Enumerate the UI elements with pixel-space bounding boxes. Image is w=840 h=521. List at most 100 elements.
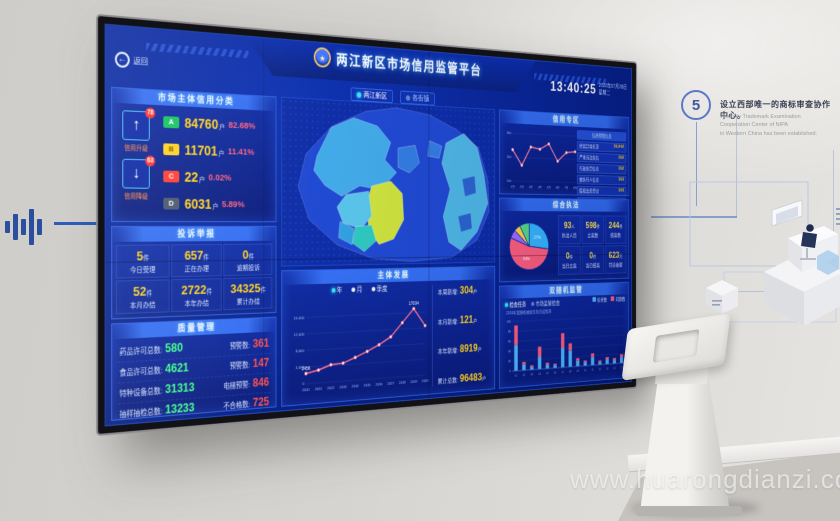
- svg-text:2013: 2013: [340, 384, 348, 389]
- quality-total: 31313: [165, 380, 195, 397]
- waveform-icon: [5, 206, 51, 248]
- complaint-unit: 件: [206, 288, 213, 296]
- credit-class-row: C 22 户 0.02%: [160, 163, 273, 192]
- svg-text:01: 01: [515, 374, 518, 378]
- entity-stat-value: 121: [459, 313, 474, 326]
- complaint-label: 正在办理: [184, 265, 209, 273]
- credit-down-icon: ↓ 63: [122, 155, 156, 189]
- credit-zone-row[interactable]: 经营异常名录 19,942: [576, 141, 627, 153]
- random-tab[interactable]: 市场监管检查: [531, 298, 560, 307]
- back-arrow-icon: ←: [114, 51, 130, 69]
- complaint-label: 今日受理: [130, 266, 156, 274]
- enforcement-stat-unit: 件: [596, 225, 600, 230]
- entity-stat-row: 累计总数: 96483 户: [438, 370, 492, 386]
- complaint-label: 本年办结: [184, 299, 209, 308]
- wall-caption-en-line2: in Western China has been established.: [720, 130, 818, 137]
- entity-stat-label: 累计总数:: [437, 377, 459, 386]
- wall-line-vertical-1: [736, 118, 737, 218]
- credit-zone-list-header: 信用预警信息: [576, 129, 627, 142]
- wall-caption-cn: 设立西部唯一的商标审查协作中心。: [720, 100, 831, 120]
- entity-stats: 本周新增: 304 户本月新增: 121 户本年新增: 8919 户累计总数: 96483 户: [432, 283, 492, 387]
- entity-stat-value: 96483: [459, 370, 483, 385]
- credit-zone-list: 信用预警信息 经营异常名录 19,942 严重违法失信 192 行政处罚信息 192 被执行人…: [576, 129, 627, 209]
- random-legend: 检查数 问题数: [592, 296, 625, 304]
- entity-stat-label: 本周新增:: [437, 289, 459, 297]
- entity-stat-row: 本月新增: 121 户: [438, 312, 492, 326]
- enforcement-stat-value: 0件: [565, 251, 573, 262]
- random-tab[interactable]: 检查任务: [504, 300, 526, 309]
- video-wall: ← 返回 ★ 两江新区市场信用监管平台 13:40:25 2020年07月28日…: [98, 16, 636, 434]
- svg-text:6月: 6月: [556, 185, 560, 189]
- radio-dot-icon: [531, 301, 535, 306]
- enforcement-stat-unit: 万: [619, 254, 623, 260]
- quality-left: 食品许可总数: 4621: [120, 359, 189, 381]
- enforcement-stat-value: 93人: [563, 220, 575, 231]
- entity-stat-unit: 户: [473, 318, 478, 325]
- credit-zone-value: 192: [618, 155, 624, 161]
- credit-zone-label: 被执行人信息: [579, 177, 599, 184]
- enforcement-stat-cell: 0件 当日立案: [558, 245, 581, 276]
- complaint-value: 52件: [133, 283, 153, 299]
- map-tab[interactable]: 各街镇: [400, 90, 435, 106]
- credit-zone-value: 193: [618, 177, 624, 183]
- complaint-value: 2722件: [181, 281, 213, 297]
- svg-text:7月: 7月: [565, 186, 569, 190]
- svg-text:10: 10: [584, 369, 586, 372]
- up-badge: 78: [145, 107, 156, 119]
- led-seam: [428, 51, 430, 399]
- entity-stat-row: 本年新增: 8919 户: [438, 341, 492, 356]
- entity-legend-option[interactable]: 年: [331, 285, 342, 295]
- complaint-label: 本月办结: [130, 301, 156, 310]
- enforcement-stat-value: 244件: [608, 221, 623, 231]
- complaint-cell: 34325件 累计办结: [223, 276, 273, 311]
- random-tabs: 检查任务 市场监管检查: [504, 298, 560, 309]
- panel-credit-zone: 信用专区 100 200 300 1月 2月 3月 4月 5月 6月 7月 8月 信用预警信息 经营异…: [499, 109, 630, 208]
- enforcement-stat-label: 结案数: [610, 233, 621, 239]
- enforcement-stat-cell: 93人 执法人员: [558, 215, 581, 245]
- svg-text:2012: 2012: [327, 385, 335, 390]
- entity-legend-option[interactable]: 月: [351, 285, 362, 295]
- led-seam: [263, 37, 265, 413]
- enforcement-stat-value: 0件: [589, 251, 597, 261]
- enforcement-stat-label: 立案数: [587, 233, 599, 239]
- quality-warn-label: 不合格数:: [223, 400, 251, 411]
- district-map[interactable]: [281, 96, 496, 267]
- svg-text:3月: 3月: [529, 185, 533, 189]
- entity-stat-row: 本周新增: 304 户: [438, 283, 492, 297]
- credit-zone-row[interactable]: 行政处罚信息 192: [576, 163, 627, 175]
- credit-zone-row[interactable]: 被执行人信息 193: [576, 174, 627, 186]
- enforcement-pie-chart: 27% 54%: [504, 213, 555, 279]
- svg-text:27%: 27%: [534, 236, 541, 241]
- svg-text:14: 14: [613, 367, 615, 370]
- dashboard: ← 返回 ★ 两江新区市场信用监管平台 13:40:25 2020年07月28日…: [104, 23, 632, 427]
- map-tab[interactable]: 两江新区: [350, 87, 393, 104]
- radio-dot-icon: [504, 302, 509, 307]
- credit-line-chart: 100 200 300 1月 2月 3月 4月 5月 6月 7月 8月: [507, 131, 578, 190]
- enforcement-stat-cell: 244件结案数: [604, 215, 627, 244]
- credit-zone-row[interactable]: 严重违法失信 192: [576, 152, 627, 164]
- complaint-unit: 件: [146, 289, 153, 298]
- svg-text:300: 300: [507, 131, 512, 135]
- quality-rows: 药品许可总数: 580 预警数: 361 食品许可总数: 4621 预警数: 147 特种设备总…: [117, 334, 271, 426]
- quality-total: 4621: [165, 360, 189, 376]
- random-bar-chart: 0 20 40 60 80 100 01 02 03 04 05 06 07 08 09 10 11 12 13 14…: [507, 310, 627, 378]
- quality-warn-label: 预警数:: [229, 341, 251, 351]
- grade-percent: 0.02%: [208, 172, 232, 183]
- panel-title: 投诉举报: [112, 226, 276, 242]
- isometric-desk-illustration: [689, 181, 840, 326]
- credit-up-icon: ↑ 78: [122, 107, 156, 141]
- complaint-cell: 52件本月办结: [115, 279, 170, 315]
- entity-legend-option[interactable]: 季度: [371, 284, 387, 294]
- quality-label: 抽样抽检总数:: [119, 406, 163, 420]
- back-button[interactable]: ← 返回: [114, 51, 148, 69]
- grade-percent: 11.41%: [227, 146, 255, 158]
- enforcement-stat-unit: 件: [592, 255, 597, 260]
- grade-unit: 户: [199, 176, 206, 184]
- wall-line-left: [54, 222, 102, 225]
- panel-double-random: 双随机监管 检查任务 市场监管检查 检查数 问题数 2019年双随机抽查任务完成情况…: [499, 281, 630, 389]
- panel-complaints: 投诉举报 5件 今日受理 657件 正在办理 0件 逾期投诉 52件 本月办结 2722件 本年办…: [111, 225, 277, 320]
- credit-zone-row[interactable]: 股权出质登记 193: [576, 185, 627, 197]
- svg-text:54%: 54%: [523, 257, 530, 262]
- panel-title: 综合执法: [499, 198, 629, 212]
- complaint-label: 逾期投诉: [236, 264, 260, 272]
